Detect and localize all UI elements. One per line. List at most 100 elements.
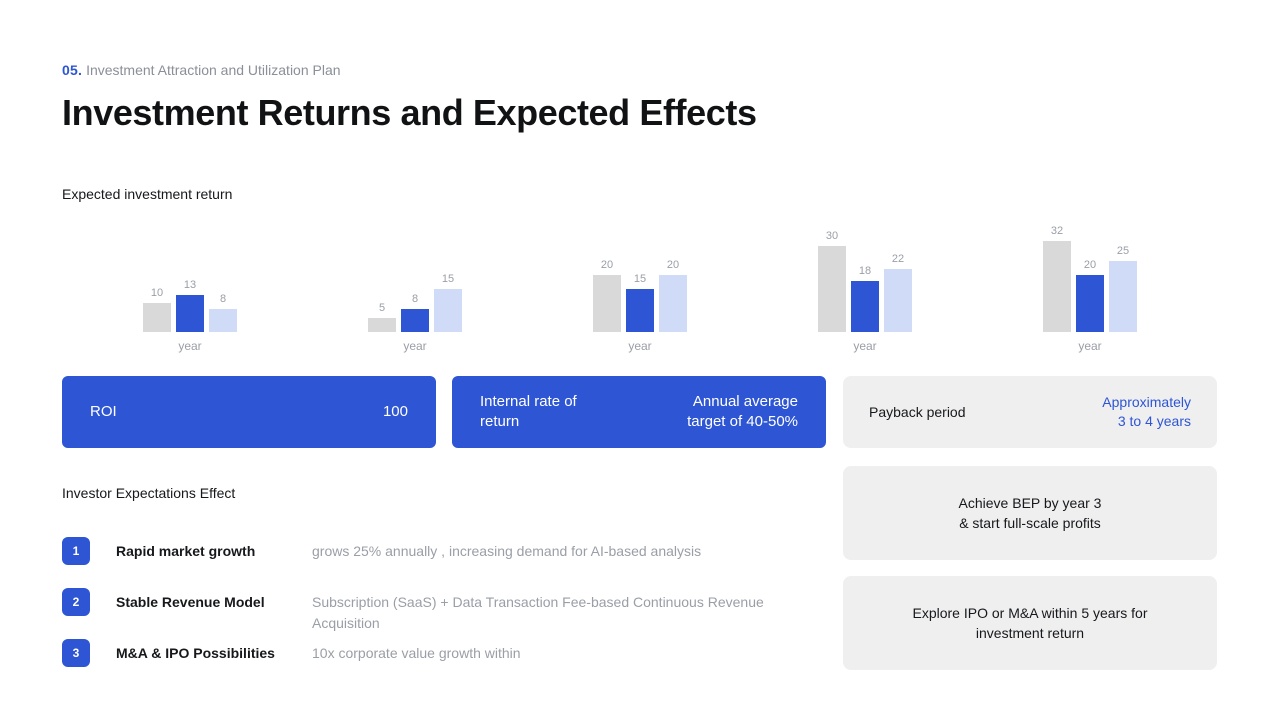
- bar-item: 13: [176, 210, 204, 332]
- list-item-title: Rapid market growth: [116, 543, 256, 559]
- bar-value-label: 15: [633, 273, 647, 285]
- card-exit-line1: Explore IPO or M&A within 5 years for: [912, 605, 1148, 621]
- bar-group: 5 8 15 year: [365, 210, 465, 355]
- bar-item: 20: [659, 210, 687, 332]
- bar-value-label: 32: [1050, 225, 1064, 237]
- list-item[interactable]: 2 Stable Revenue Model Subscription (SaaS)…: [62, 588, 802, 634]
- bar-group-bars: 32 20 25: [1040, 210, 1140, 332]
- bar-value-label: 30: [825, 230, 839, 242]
- list-item-description: Subscription (SaaS) + Data Transaction F…: [312, 594, 764, 631]
- bar-value-label: 20: [600, 259, 614, 271]
- card-bep-line2: & start full-scale profits: [959, 515, 1101, 531]
- bar-item: 15: [434, 210, 462, 332]
- bar-item: 15: [626, 210, 654, 332]
- bar: [851, 281, 879, 332]
- bar: [659, 275, 687, 332]
- section-name: Investment Attraction and Utilization Pl…: [86, 62, 341, 78]
- list-item-number-badge: 3: [62, 639, 90, 667]
- axis-tick-label: year: [853, 339, 877, 353]
- bar-group-bars: 30 18 22: [815, 210, 915, 332]
- bar: [209, 309, 237, 332]
- bar-group: 30 18 22 year: [815, 210, 915, 355]
- bar-value-label: 20: [1083, 259, 1097, 271]
- bar-group-bars: 10 13 8: [140, 210, 240, 332]
- bar-group-bars: 5 8 15: [365, 210, 465, 332]
- list-item-number-badge: 2: [62, 588, 90, 616]
- bar-value-label: 18: [858, 265, 872, 277]
- bar-value-label: 5: [378, 302, 386, 314]
- bar: [143, 303, 171, 332]
- stat-roi-label: ROI: [90, 403, 117, 420]
- bar-value-label: 10: [150, 287, 164, 299]
- axis-tick-label: year: [1078, 339, 1102, 353]
- list-item-title: M&A & IPO Possibilities: [116, 645, 275, 661]
- bar: [818, 246, 846, 332]
- bar-item: 30: [818, 210, 846, 332]
- stat-irr-value: Annual average target of 40-50%: [687, 392, 798, 432]
- bar-value-label: 22: [891, 253, 905, 265]
- bar-group: 32 20 25 year: [1040, 210, 1140, 355]
- card-bep: Achieve BEP by year 3 & start full-scale…: [843, 466, 1217, 560]
- chart-caption: Expected investment return: [62, 186, 233, 202]
- bar: [368, 318, 396, 332]
- bar-item: 18: [851, 210, 879, 332]
- list-item[interactable]: 3 M&A & IPO Possibilities 10x corporate va…: [62, 639, 802, 667]
- breadcrumb: 05. Investment Attraction and Utilization…: [62, 61, 341, 79]
- bar: [884, 269, 912, 332]
- card-payback-period: Payback period Approximately 3 to 4 year…: [843, 376, 1217, 448]
- list-item-number-badge: 1: [62, 537, 90, 565]
- bar-value-label: 20: [666, 259, 680, 271]
- bar-item: 20: [1076, 210, 1104, 332]
- stat-roi-value: 100: [382, 403, 408, 420]
- card-payback-label: Payback period: [869, 403, 966, 420]
- bar-group-bars: 20 15 20: [590, 210, 690, 332]
- stat-irr-label-line1: Internal rate of: [480, 393, 577, 410]
- bar-value-label: 8: [411, 293, 419, 305]
- stat-irr: Internal rate of return Annual average t…: [452, 376, 826, 448]
- card-payback-value-line2: 3 to 4 years: [1117, 413, 1191, 429]
- list-item-description: 10x corporate value growth within: [312, 645, 521, 661]
- bar-item: 25: [1109, 210, 1137, 332]
- card-bep-line1: Achieve BEP by year 3: [958, 495, 1102, 511]
- bar-item: 5: [368, 210, 396, 332]
- bar: [1076, 275, 1104, 332]
- bar-item: 22: [884, 210, 912, 332]
- bar: [593, 275, 621, 332]
- bar-item: 20: [593, 210, 621, 332]
- list-item-description: grows 25% annually , increasing demand f…: [312, 543, 702, 559]
- card-payback-value: Approximately 3 to 4 years: [1102, 393, 1191, 431]
- section-label-investor-expectations: Investor Expectations Effect: [62, 485, 236, 501]
- stat-roi: ROI 100: [62, 376, 436, 448]
- axis-tick-label: year: [628, 339, 652, 353]
- page-title: Investment Returns and Expected Effects: [62, 92, 757, 133]
- bar: [1109, 261, 1137, 332]
- bar-group: 20 15 20 year: [590, 210, 690, 355]
- bar: [401, 309, 429, 332]
- bar: [176, 295, 204, 332]
- card-exit-line2: investment return: [975, 625, 1085, 641]
- bar: [434, 289, 462, 332]
- bar-group: 10 13 8 year: [140, 210, 240, 355]
- bar: [626, 289, 654, 332]
- stat-irr-value-line2: target of 40-50%: [687, 413, 798, 430]
- stat-irr-label-line2: return: [480, 413, 520, 430]
- list-item-title: Stable Revenue Model: [116, 594, 265, 610]
- bar-item: 8: [209, 210, 237, 332]
- axis-tick-label: year: [178, 339, 202, 353]
- bar-item: 32: [1043, 210, 1071, 332]
- card-exit-strategy: Explore IPO or M&A within 5 years for in…: [843, 576, 1217, 670]
- bar: [1043, 241, 1071, 332]
- list-item[interactable]: 1 Rapid market growth grows 25% annually ,…: [62, 537, 802, 565]
- bar-value-label: 15: [441, 273, 455, 285]
- section-number: 05.: [62, 62, 83, 78]
- bar-value-label: 8: [219, 293, 227, 305]
- bar-item: 8: [401, 210, 429, 332]
- stat-irr-label: Internal rate of return: [480, 392, 577, 432]
- stat-irr-value-line1: Annual average: [692, 393, 798, 410]
- axis-tick-label: year: [403, 339, 427, 353]
- bar-value-label: 13: [183, 279, 197, 291]
- card-payback-value-line1: Approximately: [1102, 394, 1191, 410]
- bar-chart: 10 13 8 year 5 8 15 year 20 15 20 year 30 18 22 year 32 2…: [62, 210, 1222, 355]
- bar-value-label: 25: [1116, 245, 1130, 257]
